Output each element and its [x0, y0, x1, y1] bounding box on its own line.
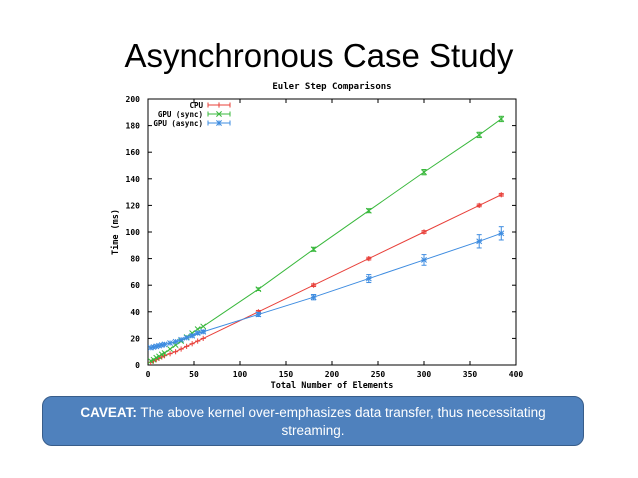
data-point	[365, 207, 372, 214]
data-point	[476, 202, 482, 208]
x-tick-label: 250	[371, 370, 386, 379]
data-point	[310, 294, 317, 301]
data-point	[150, 356, 157, 363]
legend-swatch	[207, 102, 231, 108]
series-layer	[147, 115, 505, 365]
data-point	[365, 275, 372, 282]
legend-swatch	[207, 120, 231, 126]
data-point	[183, 334, 190, 341]
x-tick-label: 400	[509, 370, 524, 379]
y-tick-label: 40	[130, 308, 140, 317]
legend-marker	[216, 111, 222, 117]
data-point	[498, 192, 504, 198]
x-tick-label: 300	[417, 370, 432, 379]
y-tick-label: 20	[130, 334, 140, 343]
data-point	[498, 230, 505, 237]
x-axis: 0 50 100 150 200 250 300 350 400	[146, 99, 524, 379]
x-tick-label: 100	[233, 370, 248, 379]
data-point	[184, 343, 190, 349]
data-point	[421, 256, 427, 263]
data-point	[476, 238, 483, 245]
data-point	[178, 346, 184, 352]
data-point	[421, 229, 427, 235]
data-point	[189, 341, 195, 347]
y-tick-label: 100	[126, 228, 141, 237]
legend-label: CPU	[189, 101, 203, 110]
x-tick-label: 150	[279, 370, 294, 379]
data-point	[310, 246, 317, 253]
y-tick-label: 140	[126, 175, 141, 184]
caveat-callout: CAVEAT: The above kernel over-emphasizes…	[42, 396, 584, 446]
y-tick-label: 180	[126, 122, 141, 131]
x-tick-label: 200	[325, 370, 340, 379]
data-point	[195, 338, 201, 344]
data-point	[311, 282, 317, 288]
x-tick-label: 350	[463, 370, 478, 379]
legend-label: GPU (async)	[153, 119, 203, 128]
data-point	[189, 332, 196, 339]
data-point	[476, 131, 483, 138]
data-point	[366, 256, 372, 262]
y-axis: 0 20 40 60 80 100 120 140 160 180 200	[126, 95, 516, 370]
data-point	[172, 338, 179, 345]
data-point	[161, 341, 168, 348]
data-point	[167, 346, 174, 352]
data-point	[200, 328, 207, 335]
data-point	[194, 330, 201, 337]
legend-marker	[216, 102, 222, 108]
data-point	[167, 340, 174, 347]
chart-title: Euler Step Comparisons	[272, 81, 391, 92]
data-point	[167, 351, 173, 357]
data-point	[178, 336, 185, 343]
y-tick-label: 0	[135, 361, 140, 370]
y-tick-label: 60	[130, 281, 140, 290]
x-tick-label: 0	[146, 370, 151, 379]
plot-frame	[147, 98, 517, 366]
x-axis-label: Total Number of Elements	[271, 381, 394, 391]
slide-title: Asynchronous Case Study	[124, 37, 514, 74]
data-point	[161, 350, 168, 356]
legend-marker	[216, 120, 222, 126]
x-tick-label: 50	[189, 370, 199, 379]
data-point	[255, 286, 262, 293]
legend-label: GPU (sync)	[158, 110, 203, 119]
caveat-text: The above kernel over-emphasizes data tr…	[136, 405, 546, 438]
legend-swatch	[207, 111, 231, 117]
data-point	[200, 323, 207, 330]
data-point	[156, 353, 162, 360]
data-point	[200, 335, 206, 341]
series-line	[150, 118, 502, 362]
caveat-label: CAVEAT:	[80, 405, 137, 420]
data-point	[173, 349, 179, 355]
series-0	[148, 192, 504, 365]
y-axis-label: Time (ms)	[110, 209, 121, 255]
y-tick-label: 80	[130, 255, 140, 264]
series-2	[147, 226, 505, 351]
data-point	[421, 169, 427, 176]
y-tick-label: 160	[126, 148, 141, 157]
y-tick-label: 120	[126, 201, 141, 210]
y-tick-label: 200	[126, 95, 141, 104]
series-1	[147, 115, 505, 364]
data-point	[255, 311, 262, 318]
euler-step-chart: Euler Step Comparisons 0 50 100 150 200 250 30…	[110, 81, 524, 391]
data-point	[498, 115, 505, 122]
